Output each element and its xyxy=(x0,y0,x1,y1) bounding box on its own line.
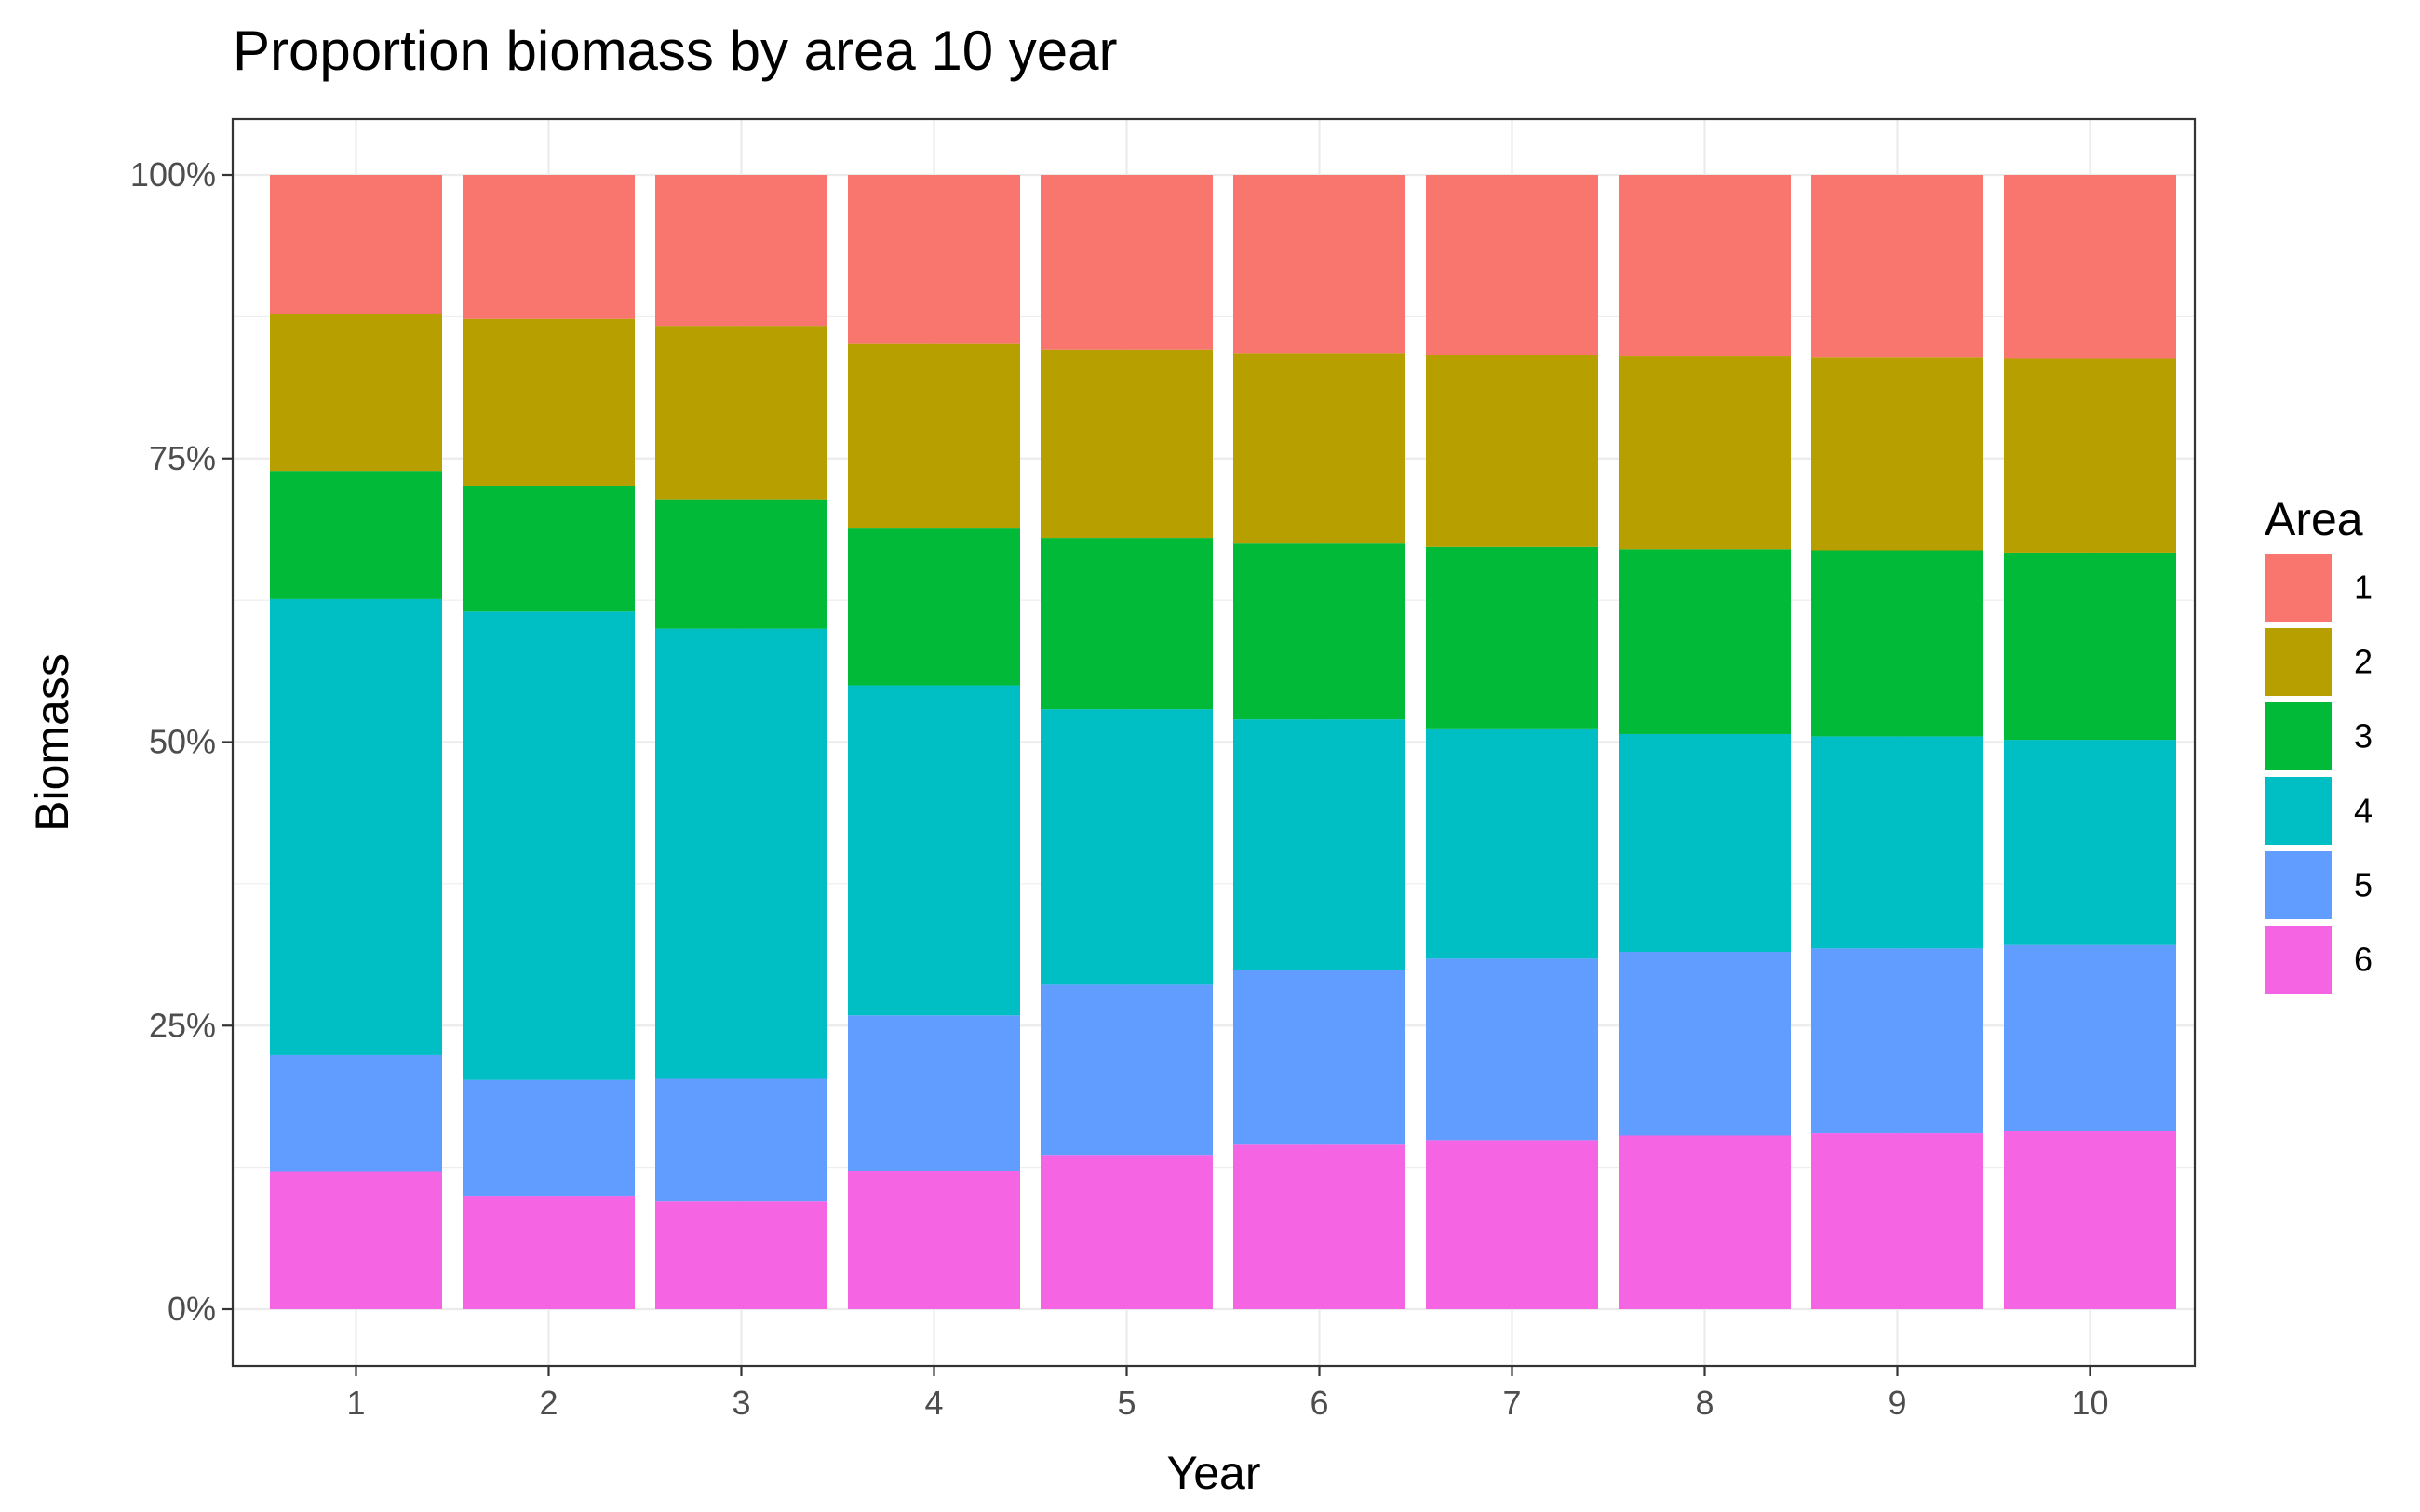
chart-title: Proportion biomass by area 10 year xyxy=(233,20,1118,82)
y-tick-label: 100% xyxy=(130,155,216,194)
bar-segment-year-10-area-6 xyxy=(2004,1131,2176,1309)
legend-title: Area xyxy=(2265,493,2363,545)
y-axis: 0% 25% 50% 75% 100% xyxy=(130,155,233,1328)
legend-key-area-2 xyxy=(2265,628,2332,696)
bars xyxy=(270,175,2176,1309)
y-axis-title: Biomass xyxy=(26,653,78,832)
bar-segment-year-2-area-3 xyxy=(463,486,635,612)
bar-segment-year-5-area-1 xyxy=(1041,175,1213,350)
bar-segment-year-8-area-5 xyxy=(1619,952,1791,1136)
bar-segment-year-8-area-4 xyxy=(1619,733,1791,953)
bar-segment-year-9-area-2 xyxy=(1811,357,1983,551)
legend-label-area-5: 5 xyxy=(2354,866,2373,904)
bar-segment-year-4-area-3 xyxy=(848,528,1020,686)
bar-segment-year-4-area-1 xyxy=(848,175,1020,344)
bar-segment-year-6-area-2 xyxy=(1233,353,1405,544)
bar-segment-year-10-area-2 xyxy=(2004,358,2176,553)
legend-label-area-1: 1 xyxy=(2354,569,2373,607)
bar-segment-year-2-area-1 xyxy=(463,175,635,319)
bar-segment-year-4-area-4 xyxy=(848,685,1020,1016)
bar-segment-year-1-area-3 xyxy=(270,471,442,599)
bar-segment-year-5-area-3 xyxy=(1041,538,1213,710)
x-tick-label: 10 xyxy=(2071,1384,2108,1422)
legend: Area 1 2 3 4 5 6 xyxy=(2265,493,2373,994)
bar-segment-year-10-area-4 xyxy=(2004,740,2176,945)
bar-segment-year-9-area-5 xyxy=(1811,948,1983,1134)
legend-label-area-6: 6 xyxy=(2354,941,2373,979)
y-tick-label: 0% xyxy=(168,1290,216,1328)
x-tick-label: 8 xyxy=(1695,1384,1714,1422)
y-tick-label: 50% xyxy=(149,723,216,761)
bar-segment-year-5-area-4 xyxy=(1041,709,1213,985)
x-axis: 1 2 3 4 5 6 7 8 9 10 xyxy=(346,1366,2109,1422)
x-tick-label: 6 xyxy=(1310,1384,1328,1422)
legend-key-area-6 xyxy=(2265,926,2332,994)
bar-segment-year-2-area-2 xyxy=(463,318,635,487)
legend-label-area-4: 4 xyxy=(2354,792,2373,830)
bar-segment-year-6-area-5 xyxy=(1233,970,1405,1145)
y-tick-label: 75% xyxy=(149,439,216,477)
bar-segment-year-6-area-3 xyxy=(1233,543,1405,720)
bar-segment-year-7-area-6 xyxy=(1426,1140,1598,1309)
bar-segment-year-2-area-4 xyxy=(463,611,635,1080)
bar-segment-year-10-area-3 xyxy=(2004,552,2176,741)
x-axis-title: Year xyxy=(1166,1447,1260,1499)
bar-segment-year-1-area-5 xyxy=(270,1054,442,1172)
bar-segment-year-1-area-6 xyxy=(270,1171,442,1309)
bar-segment-year-8-area-2 xyxy=(1619,356,1791,550)
bar-segment-year-8-area-3 xyxy=(1619,549,1791,734)
x-tick-label: 7 xyxy=(1502,1384,1521,1422)
bar-segment-year-9-area-1 xyxy=(1811,175,1983,358)
bar-segment-year-10-area-1 xyxy=(2004,175,2176,359)
bar-segment-year-3-area-3 xyxy=(655,499,827,629)
legend-key-area-3 xyxy=(2265,702,2332,770)
x-tick-label: 3 xyxy=(732,1384,750,1422)
y-tick-label: 25% xyxy=(149,1006,216,1044)
bar-segment-year-6-area-1 xyxy=(1233,175,1405,354)
x-tick-label: 2 xyxy=(539,1384,558,1422)
bar-segment-year-4-area-6 xyxy=(848,1171,1020,1309)
bar-segment-year-1-area-4 xyxy=(270,598,442,1055)
bar-segment-year-3-area-5 xyxy=(655,1078,827,1202)
bar-segment-year-1-area-2 xyxy=(270,314,442,472)
bar-segment-year-7-area-1 xyxy=(1426,175,1598,355)
bar-segment-year-9-area-3 xyxy=(1811,550,1983,737)
bar-segment-year-10-area-5 xyxy=(2004,944,2176,1131)
legend-label-area-2: 2 xyxy=(2354,643,2373,681)
legend-label-area-3: 3 xyxy=(2354,717,2373,756)
bar-segment-year-7-area-4 xyxy=(1426,728,1598,959)
legend-key-area-5 xyxy=(2265,851,2332,919)
bar-segment-year-9-area-6 xyxy=(1811,1133,1983,1309)
bar-segment-year-7-area-2 xyxy=(1426,355,1598,547)
bar-segment-year-1-area-1 xyxy=(270,175,442,314)
bar-segment-year-3-area-6 xyxy=(655,1201,827,1309)
bar-segment-year-7-area-3 xyxy=(1426,546,1598,729)
bar-segment-year-3-area-4 xyxy=(655,628,827,1079)
bar-segment-year-5-area-2 xyxy=(1041,349,1213,539)
bar-segment-year-3-area-2 xyxy=(655,326,827,500)
bar-segment-year-4-area-2 xyxy=(848,343,1020,529)
bar-segment-year-8-area-1 xyxy=(1619,175,1791,357)
x-tick-label: 9 xyxy=(1888,1384,1906,1422)
legend-key-area-4 xyxy=(2265,777,2332,845)
bar-segment-year-9-area-4 xyxy=(1811,736,1983,949)
x-tick-label: 5 xyxy=(1117,1384,1136,1422)
x-tick-label: 1 xyxy=(346,1384,365,1422)
bar-segment-year-6-area-6 xyxy=(1233,1144,1405,1309)
bar-segment-year-2-area-5 xyxy=(463,1079,635,1197)
bar-segment-year-5-area-5 xyxy=(1041,984,1213,1156)
bar-segment-year-4-area-5 xyxy=(848,1015,1020,1171)
bar-segment-year-8-area-6 xyxy=(1619,1135,1791,1309)
bar-segment-year-2-area-6 xyxy=(463,1196,635,1309)
x-tick-label: 4 xyxy=(924,1384,943,1422)
bar-segment-year-7-area-5 xyxy=(1426,958,1598,1141)
legend-key-area-1 xyxy=(2265,554,2332,622)
bar-segment-year-3-area-1 xyxy=(655,175,827,327)
bar-segment-year-5-area-6 xyxy=(1041,1155,1213,1309)
bar-segment-year-6-area-4 xyxy=(1233,719,1405,970)
